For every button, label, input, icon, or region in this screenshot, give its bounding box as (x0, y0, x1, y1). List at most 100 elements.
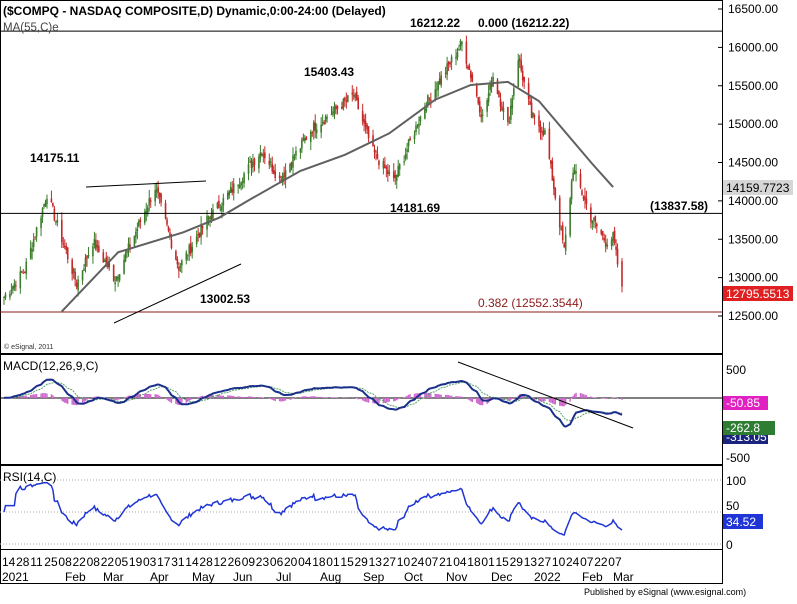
macd-tick-500: 500 (726, 363, 746, 377)
candle-body (398, 164, 401, 170)
candle-body (560, 227, 563, 230)
candle-body (600, 229, 603, 234)
candle-body (551, 161, 554, 181)
candle-body (532, 113, 534, 117)
candle-body (157, 187, 159, 194)
candle-body (489, 83, 491, 90)
candle-body (486, 100, 488, 112)
candle-body (241, 181, 244, 183)
candle-body (155, 189, 158, 192)
candle-body (508, 121, 511, 123)
candle-body (108, 262, 111, 268)
candle-body (344, 97, 346, 101)
candle-body (238, 184, 241, 189)
rsi-value-tag (723, 514, 763, 529)
footer-credit: Published by eSignal (www.esignal.com) (584, 587, 746, 597)
candle-body (289, 164, 291, 173)
candle-body (55, 221, 57, 223)
macd-hist-value: -50.85 (726, 396, 760, 410)
candle-body (309, 131, 312, 142)
annotation-sep-high: 15403.43 (304, 65, 354, 79)
candle-body (65, 246, 68, 251)
candle-body (520, 60, 523, 71)
date-tick-label: 07 (425, 555, 439, 569)
candle-body (440, 75, 442, 86)
candle-body (582, 196, 585, 199)
candle-body (170, 239, 173, 249)
candle-body (188, 244, 191, 255)
candle-body (222, 197, 225, 206)
candle-body (541, 131, 543, 133)
candle-body (621, 261, 623, 287)
rsi-panel[interactable] (0, 465, 723, 550)
candle-body (612, 232, 614, 241)
candle-body (415, 125, 417, 133)
candle-body (232, 183, 235, 194)
candle-body (375, 151, 377, 153)
candle-body (333, 105, 336, 114)
date-tick-label: 08 (58, 555, 72, 569)
candle-body (207, 217, 210, 219)
price-panel[interactable] (0, 0, 723, 354)
candle-body (53, 208, 56, 221)
candle-body (62, 243, 65, 245)
candle-body (496, 79, 499, 94)
date-month-label: 2021 (2, 570, 29, 584)
candle-body (112, 265, 115, 281)
candle-body (542, 130, 545, 135)
wedge-upper-trendline (85, 180, 207, 188)
candle-body (579, 173, 582, 188)
rsi-series (0, 479, 722, 545)
candle-body (258, 156, 260, 169)
date-month-label: Sep (363, 570, 385, 584)
candle-body (558, 197, 561, 228)
candle-body (538, 115, 540, 127)
candle-body (46, 198, 48, 205)
candle-body (216, 202, 219, 208)
date-tick-label: 13 (524, 555, 538, 569)
candle-body (569, 198, 571, 236)
candle-body (290, 161, 293, 167)
candle-body (252, 162, 254, 168)
candle-body (96, 244, 99, 248)
date-tick-label: 15 (496, 555, 510, 569)
date-tick-label: 06 (270, 555, 284, 569)
candle-body (324, 116, 327, 122)
candle-body (175, 251, 177, 260)
date-tick-label: 07 (608, 555, 622, 569)
candle-body (395, 174, 398, 181)
candle-body (103, 260, 106, 263)
candle-body (378, 160, 380, 166)
candle-body (15, 285, 17, 287)
candle-body (315, 129, 318, 134)
candle-body (72, 269, 75, 273)
candle-body (321, 122, 324, 124)
candle-body (593, 218, 595, 220)
candle-body (615, 246, 617, 250)
date-tick-label: 25 (44, 555, 58, 569)
price-tick-label: 15500.00 (728, 79, 778, 93)
candle-body (138, 220, 140, 227)
date-tick-label: 18 (312, 555, 326, 569)
macd-panel[interactable] (0, 354, 723, 465)
candle-body (613, 230, 616, 243)
date-tick-label: 20 (284, 555, 298, 569)
candle-body (83, 268, 85, 271)
candle-body (31, 249, 33, 252)
date-tick-label: 01 (481, 555, 495, 569)
candle-body (200, 224, 202, 237)
price-tick-label: 14000.00 (728, 194, 778, 208)
date-tick-label: 07 (580, 555, 594, 569)
date-month-label: Apr (150, 570, 169, 584)
candle-body (507, 106, 509, 122)
candle-body (243, 173, 245, 184)
date-tick-label: 04 (453, 555, 467, 569)
candle-body (129, 244, 131, 248)
watermark: © eSignal, 2011 (4, 343, 54, 351)
candle-body (604, 242, 607, 247)
candle-body (447, 61, 450, 65)
candle-body (425, 108, 428, 111)
candle-body (601, 231, 604, 236)
candle-body (221, 206, 223, 211)
